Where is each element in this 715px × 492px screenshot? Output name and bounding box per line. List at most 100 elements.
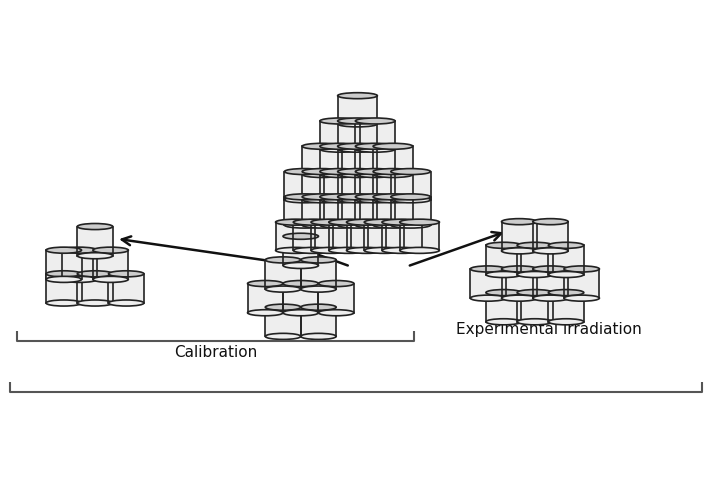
Polygon shape — [320, 146, 360, 175]
Polygon shape — [337, 172, 378, 200]
Ellipse shape — [355, 222, 395, 228]
Polygon shape — [355, 172, 395, 200]
Polygon shape — [329, 222, 368, 250]
Polygon shape — [391, 172, 430, 200]
Ellipse shape — [347, 219, 386, 225]
Ellipse shape — [320, 194, 360, 200]
Ellipse shape — [548, 242, 584, 248]
Ellipse shape — [337, 143, 378, 149]
Polygon shape — [265, 307, 301, 337]
Polygon shape — [373, 172, 413, 200]
Ellipse shape — [501, 248, 537, 254]
Ellipse shape — [283, 309, 318, 316]
Polygon shape — [337, 95, 378, 124]
Ellipse shape — [533, 248, 568, 254]
Ellipse shape — [293, 219, 333, 225]
Polygon shape — [355, 197, 395, 225]
Ellipse shape — [364, 219, 404, 225]
Ellipse shape — [517, 272, 553, 277]
Polygon shape — [470, 269, 506, 298]
Ellipse shape — [517, 319, 553, 325]
Ellipse shape — [517, 290, 553, 296]
Ellipse shape — [373, 143, 413, 149]
Polygon shape — [320, 172, 360, 200]
Ellipse shape — [320, 118, 360, 124]
Ellipse shape — [533, 266, 568, 272]
Polygon shape — [77, 274, 113, 303]
Ellipse shape — [517, 242, 553, 248]
Ellipse shape — [302, 143, 342, 149]
Ellipse shape — [355, 172, 395, 178]
Ellipse shape — [337, 222, 378, 228]
Ellipse shape — [318, 280, 354, 287]
Ellipse shape — [373, 169, 413, 175]
Ellipse shape — [283, 280, 318, 287]
Ellipse shape — [77, 253, 113, 259]
Polygon shape — [61, 250, 97, 279]
Ellipse shape — [302, 222, 342, 228]
Ellipse shape — [77, 300, 113, 306]
Ellipse shape — [337, 197, 378, 203]
Ellipse shape — [247, 309, 283, 316]
Polygon shape — [283, 283, 318, 313]
Polygon shape — [501, 222, 537, 251]
Ellipse shape — [337, 92, 378, 99]
Ellipse shape — [337, 118, 378, 124]
Ellipse shape — [470, 295, 506, 301]
Ellipse shape — [391, 169, 430, 175]
Ellipse shape — [109, 300, 144, 306]
Ellipse shape — [285, 222, 324, 228]
Ellipse shape — [337, 172, 378, 178]
Text: Calibration: Calibration — [174, 345, 257, 360]
Polygon shape — [247, 283, 283, 313]
Polygon shape — [347, 222, 386, 250]
Ellipse shape — [283, 262, 318, 269]
Ellipse shape — [355, 169, 395, 175]
Ellipse shape — [265, 286, 301, 292]
Ellipse shape — [364, 247, 404, 253]
Ellipse shape — [470, 266, 506, 272]
Ellipse shape — [285, 194, 324, 200]
Polygon shape — [400, 222, 440, 250]
Polygon shape — [337, 146, 378, 175]
Polygon shape — [337, 121, 378, 149]
Ellipse shape — [337, 121, 378, 127]
Ellipse shape — [373, 222, 413, 228]
Ellipse shape — [548, 272, 584, 277]
Ellipse shape — [302, 172, 342, 178]
Polygon shape — [382, 222, 422, 250]
Polygon shape — [391, 197, 430, 225]
Ellipse shape — [382, 219, 422, 225]
Polygon shape — [302, 146, 342, 175]
Ellipse shape — [501, 295, 537, 301]
Polygon shape — [93, 250, 129, 279]
Polygon shape — [364, 222, 404, 250]
Ellipse shape — [355, 118, 395, 124]
Ellipse shape — [265, 334, 301, 339]
Ellipse shape — [501, 266, 537, 272]
Ellipse shape — [302, 169, 342, 175]
Ellipse shape — [486, 272, 521, 277]
Polygon shape — [46, 250, 82, 279]
Polygon shape — [533, 269, 568, 298]
Ellipse shape — [355, 197, 395, 203]
Ellipse shape — [548, 290, 584, 296]
Ellipse shape — [61, 247, 97, 253]
Ellipse shape — [275, 219, 315, 225]
Ellipse shape — [109, 271, 144, 277]
Ellipse shape — [247, 280, 283, 287]
Polygon shape — [517, 246, 553, 275]
Polygon shape — [373, 146, 413, 175]
Ellipse shape — [46, 247, 82, 253]
Ellipse shape — [46, 271, 82, 277]
Ellipse shape — [302, 194, 342, 200]
Polygon shape — [265, 260, 301, 289]
Polygon shape — [275, 222, 315, 250]
Ellipse shape — [265, 257, 301, 263]
Polygon shape — [355, 121, 395, 149]
Ellipse shape — [311, 219, 351, 225]
Ellipse shape — [486, 242, 521, 248]
Ellipse shape — [301, 304, 336, 310]
Polygon shape — [564, 269, 599, 298]
Ellipse shape — [486, 319, 521, 325]
